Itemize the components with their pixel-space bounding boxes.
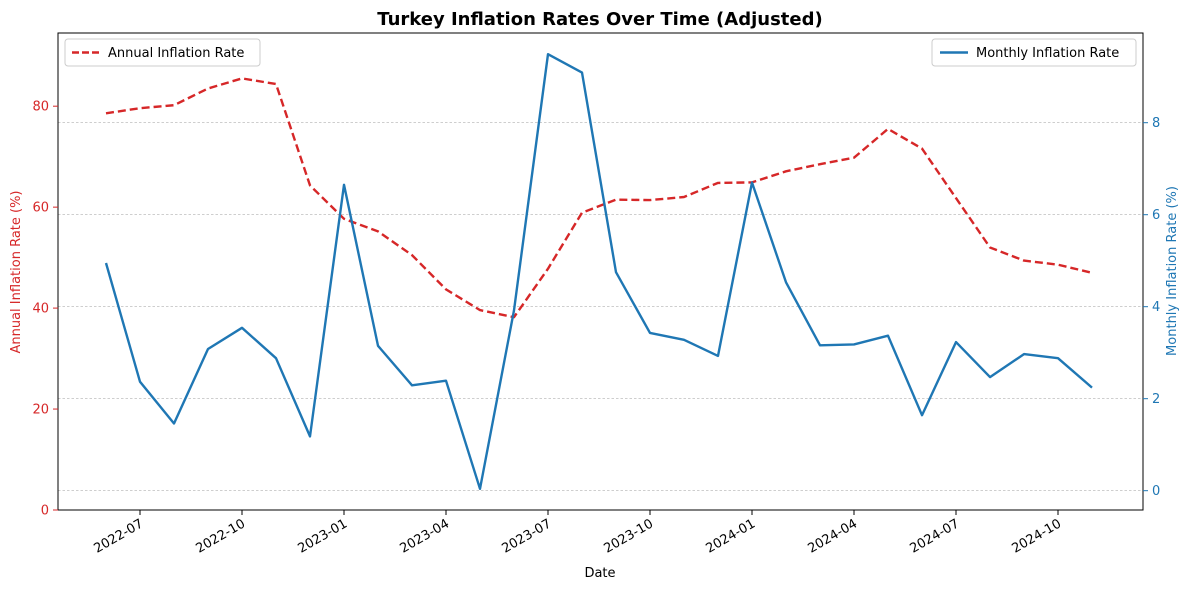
right-y-tick-label-2: 4 [1152, 300, 1160, 315]
legend-annual: Annual Inflation Rate [64, 38, 261, 67]
legend-monthly: Monthly Inflation Rate [931, 38, 1137, 67]
left-y-tick-label-2: 40 [32, 302, 49, 317]
right-y-axis: 0 2 4 6 8 [1143, 116, 1160, 499]
legend-annual-box [64, 38, 261, 67]
left-y-tick-label-4: 80 [32, 100, 49, 115]
right-y-tick-label-3: 6 [1152, 208, 1160, 223]
series-line-monthly [104, 53, 1093, 490]
legend-annual-label: Annual Inflation Rate [108, 46, 244, 61]
series-layer [104, 53, 1093, 490]
legend-monthly-label: Monthly Inflation Rate [976, 46, 1119, 61]
plot-frame [57, 32, 1144, 511]
right-y-tick-label-4: 8 [1152, 116, 1160, 131]
left-y-axis-label: Annual Inflation Rate (%) [9, 190, 24, 353]
series-line-annual [105, 77, 1093, 319]
right-y-axis-label: Monthly Inflation Rate (%) [1165, 186, 1180, 356]
chart-title: Turkey Inflation Rates Over Time (Adjust… [377, 9, 822, 30]
left-y-tick-label-3: 60 [32, 201, 49, 216]
left-y-tick-label-1: 20 [32, 403, 49, 418]
x-axis-label: Date [584, 566, 615, 581]
right-y-tick-label-1: 2 [1152, 392, 1160, 407]
right-y-tick-label-0: 0 [1152, 484, 1160, 499]
gridlines [58, 122, 1143, 492]
left-y-axis: 0 20 40 60 80 [32, 100, 58, 519]
legend-monthly-box [931, 38, 1137, 67]
left-y-tick-label-0: 0 [41, 504, 49, 519]
